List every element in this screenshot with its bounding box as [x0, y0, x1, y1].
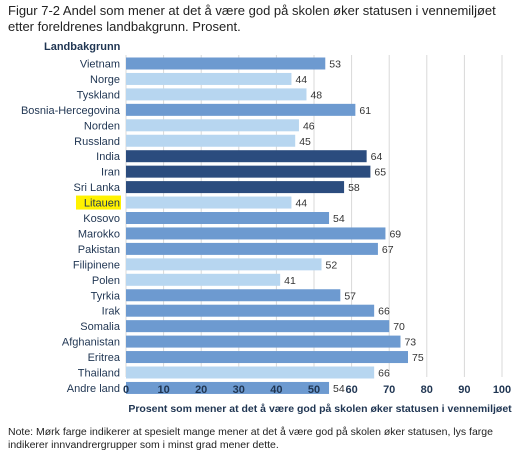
value-label: 46	[303, 120, 315, 132]
bar-iran	[126, 165, 371, 178]
bar-bosnia-hercegovina	[126, 103, 356, 116]
value-label: 65	[374, 167, 386, 179]
value-label: 41	[284, 275, 296, 287]
bar-thailand	[126, 366, 375, 379]
category-label: Somalia	[80, 321, 121, 333]
bar-india	[126, 150, 367, 163]
bar-andre-land	[126, 381, 330, 394]
value-label: 67	[382, 244, 394, 256]
value-label: 57	[344, 290, 356, 302]
category-label: Afghanistan	[62, 337, 120, 349]
value-label: 48	[310, 89, 322, 101]
value-label: 70	[393, 321, 405, 333]
category-label: Kosovo	[83, 213, 120, 225]
category-label: Polen	[92, 275, 120, 287]
bar-marokko	[126, 227, 386, 240]
category-label: Bosnia-Hercegovina	[21, 105, 121, 117]
x-tick-label: 0	[123, 384, 129, 396]
bar-chart: 0 10 20 30 40 50 60 70 80 90 100 Landbakgrunn Prosen…	[21, 41, 512, 415]
x-tick-label: 100	[493, 384, 511, 396]
x-tick-label: 60	[345, 384, 357, 396]
value-label: 64	[371, 151, 383, 163]
value-label: 66	[378, 368, 390, 380]
category-label: Andre land	[67, 383, 120, 395]
x-tick-label: 70	[383, 384, 395, 396]
value-label: 61	[359, 105, 371, 117]
value-label: 45	[299, 136, 311, 148]
category-label: Russland	[74, 136, 120, 148]
x-tick-label: 10	[157, 384, 169, 396]
category-label: Tyrkia	[91, 290, 121, 302]
bar-norden	[126, 119, 299, 132]
value-label: 69	[389, 228, 401, 240]
category-label: Litauen	[84, 198, 120, 210]
bar-litauen	[126, 196, 292, 209]
bar-russland	[126, 134, 296, 147]
category-label: Sri Lanka	[74, 182, 121, 194]
x-tick-label: 50	[308, 384, 320, 396]
value-label: 66	[378, 306, 390, 318]
category-label: Eritrea	[88, 352, 121, 364]
category-label: Norge	[90, 74, 120, 86]
bar-pakistan	[126, 242, 378, 255]
category-label: Filipinene	[73, 259, 120, 271]
bar-norge	[126, 72, 292, 85]
value-label: 53	[329, 59, 341, 71]
bar-kosovo	[126, 212, 330, 224]
x-tick-label: 80	[421, 384, 433, 396]
bar-filipinene	[126, 258, 322, 271]
value-label: 58	[348, 182, 360, 194]
bar-tyrkia	[126, 289, 341, 302]
bar-tyskland	[126, 88, 307, 101]
bar-sri-lanka	[126, 181, 345, 194]
category-label: Iran	[101, 167, 120, 179]
value-label: 75	[412, 352, 424, 364]
value-label: 54	[333, 213, 345, 225]
category-label: Pakistan	[78, 244, 120, 256]
figure-title: Figur 7-2 Andel som mener at det å være …	[8, 3, 496, 34]
category-label: Marokko	[78, 228, 120, 240]
x-tick-label: 40	[270, 384, 282, 396]
x-axis-title: Prosent som mener at det å være god på s…	[128, 403, 512, 415]
bar-eritrea	[126, 351, 408, 364]
bar-irak	[126, 304, 375, 317]
category-label: Irak	[102, 306, 121, 318]
category-label: India	[96, 151, 121, 163]
bar-afghanistan	[126, 335, 401, 348]
highlight-marker	[76, 195, 121, 210]
x-tick-label: 30	[233, 384, 245, 396]
bars	[76, 57, 408, 394]
category-label: Tyskland	[77, 89, 120, 101]
x-tick-label: 20	[195, 384, 207, 396]
value-label: 44	[295, 74, 307, 86]
figure-note: Note: Mørk farge indikerer at spesielt m…	[8, 426, 493, 451]
category-axis-title: Landbakgrunn	[44, 41, 121, 53]
bar-polen	[126, 273, 281, 286]
labels: 0 10 20 30 40 50 60 70 80 90 100 Landbakgrunn Prosen…	[21, 41, 512, 415]
value-label: 44	[295, 198, 307, 210]
bar-vietnam	[126, 57, 326, 70]
category-label: Vietnam	[80, 59, 120, 71]
bar-somalia	[126, 320, 390, 333]
value-label: 52	[326, 259, 338, 271]
category-label: Thailand	[78, 368, 120, 380]
x-tick-label: 90	[458, 384, 470, 396]
value-label: 73	[404, 337, 416, 349]
value-label: 54	[333, 383, 345, 395]
category-label: Norden	[84, 120, 120, 132]
